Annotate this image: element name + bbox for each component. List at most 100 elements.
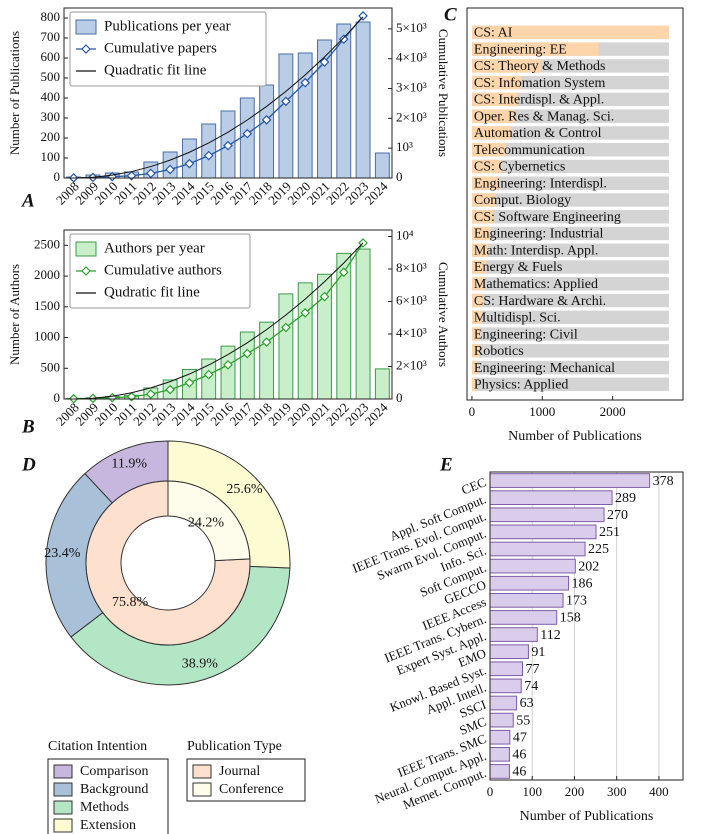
- marker: [165, 164, 175, 175]
- data-label: 77: [526, 662, 540, 677]
- y-axis-label: Number of Publications: [7, 31, 22, 155]
- bar: [471, 142, 506, 157]
- category-label: CS: Software Engineering: [474, 210, 621, 225]
- bar-track: [471, 176, 669, 190]
- bar-track: [471, 293, 669, 308]
- y2-tick-label: 10⁴: [396, 227, 414, 242]
- y-tick-label: 300: [41, 109, 61, 124]
- y-tick-label: 0: [54, 390, 61, 405]
- line: [73, 16, 364, 179]
- category-label: Engineering: Industrial: [474, 227, 604, 242]
- wedge-label: 38.9%: [182, 656, 219, 671]
- data-label: 46: [512, 765, 526, 780]
- category-label: CS: Cybernetics: [474, 160, 565, 175]
- legend-label: Conference: [219, 782, 284, 797]
- bar: [489, 695, 518, 711]
- category-label: Engineering: Civil: [474, 327, 578, 342]
- category-label: Engineering: Interdispl.: [474, 176, 607, 191]
- legend-label: Journal: [219, 764, 260, 779]
- x-tick-label: 400: [649, 784, 669, 799]
- legend-swatch: [75, 241, 97, 257]
- bar: [278, 53, 294, 179]
- y-tick-label: 0: [54, 169, 61, 184]
- plot-frame: [63, 7, 393, 179]
- bar-track: [471, 277, 669, 291]
- x-tick-label: 100: [522, 784, 542, 799]
- bar: [471, 293, 484, 308]
- data-label: 202: [578, 559, 599, 574]
- data-label: 47: [513, 730, 527, 745]
- x-tick-label: 1000: [529, 404, 555, 419]
- legend-label: Authors per year: [104, 240, 205, 256]
- legend-label: Methods: [80, 800, 129, 815]
- bar-track: [471, 193, 669, 207]
- bar: [471, 92, 518, 107]
- panel-letter: A: [21, 190, 35, 211]
- marker: [165, 384, 175, 395]
- bar: [471, 377, 477, 392]
- y-tick-label: 200: [41, 129, 61, 144]
- legend-marker: [81, 44, 91, 54]
- legend-box: [69, 233, 251, 309]
- bar: [471, 226, 491, 241]
- data-label: 289: [615, 491, 636, 506]
- category-label: CS: AI: [474, 26, 513, 41]
- y2-tick-label: 5×10³: [396, 20, 427, 35]
- bar: [489, 764, 510, 779]
- panel-letter: E: [439, 454, 453, 475]
- y-tick-label: 800: [41, 9, 61, 24]
- marker: [281, 96, 291, 107]
- marker: [319, 57, 330, 67]
- legend-label: Comparison: [80, 764, 148, 779]
- bar: [489, 712, 514, 728]
- panel-letter: D: [21, 454, 36, 475]
- marker: [184, 377, 195, 388]
- bar: [471, 327, 481, 341]
- bar: [471, 193, 496, 207]
- bar: [489, 541, 586, 557]
- marker: [300, 77, 311, 88]
- marker: [261, 337, 272, 347]
- plot-frame: [466, 7, 684, 401]
- marker: [203, 150, 214, 161]
- bar: [489, 729, 511, 745]
- category-label: Comput. Biology: [474, 193, 571, 208]
- legend-label: Quadratic fit line: [104, 62, 207, 78]
- bar-track: [471, 344, 669, 358]
- marker: [319, 291, 330, 302]
- y2-tick-label: 10³: [396, 139, 413, 154]
- bar: [471, 109, 515, 123]
- bar-track: [471, 360, 669, 375]
- legend-swatch: [53, 818, 73, 833]
- line: [73, 242, 364, 400]
- legend-swatch: [192, 764, 212, 779]
- bar-track: [471, 126, 669, 140]
- bar-track: [471, 377, 669, 392]
- y-tick-label: 100: [41, 149, 61, 164]
- data-label: 63: [520, 696, 534, 711]
- y-tick-label: 700: [41, 29, 61, 44]
- y2-tick-label: 4×10³: [396, 50, 427, 65]
- bar: [336, 23, 352, 179]
- category-label: Physics: Applied: [474, 378, 569, 393]
- x-tick-label: 200: [565, 784, 585, 799]
- y-axis-label: Number of Authors: [7, 264, 22, 365]
- category-label: Oper. Res & Manag. Sci.: [474, 109, 614, 124]
- panel-letter: B: [21, 416, 35, 437]
- bar: [374, 152, 390, 179]
- marker: [203, 369, 214, 380]
- bar: [471, 243, 489, 257]
- y2-tick-label: 6×10³: [396, 292, 427, 307]
- bar: [471, 260, 486, 274]
- x-tick-label: 2000: [600, 404, 626, 419]
- legend-swatch: [75, 19, 97, 35]
- x-tick-label: 300: [607, 784, 627, 799]
- marker: [338, 34, 349, 45]
- bar: [471, 159, 502, 174]
- bar: [278, 293, 294, 400]
- wedge: [167, 480, 251, 562]
- bar: [355, 248, 371, 400]
- legend-label: Publications per year: [104, 18, 231, 34]
- bar: [471, 42, 599, 56]
